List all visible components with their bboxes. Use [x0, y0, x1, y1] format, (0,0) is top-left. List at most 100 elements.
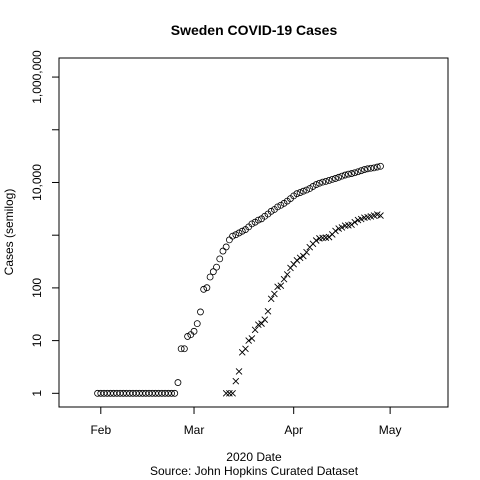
data-point-cross [271, 290, 278, 298]
data-point-circle [248, 220, 256, 228]
data-point-circle [190, 327, 198, 335]
data-point-circle [100, 389, 108, 397]
y-tick-label: 10,000 [30, 164, 44, 201]
data-point-circle [361, 166, 368, 173]
data-point-cross [222, 389, 230, 397]
data-point-circle [319, 178, 327, 186]
data-point-circle [164, 389, 172, 397]
data-point-circle [309, 183, 317, 190]
data-point-circle [316, 179, 323, 187]
data-point-cross [267, 295, 275, 303]
data-point-circle [373, 163, 381, 171]
data-point-circle [97, 389, 105, 397]
data-point-cross [229, 389, 236, 397]
data-point-circle [222, 243, 230, 251]
data-point-circle [296, 189, 304, 196]
data-point-cross [232, 377, 240, 385]
data-point-circle [267, 207, 275, 215]
data-point-circle [135, 389, 143, 397]
data-point-circle [348, 170, 355, 177]
data-point-cross [283, 271, 291, 278]
data-point-circle [107, 389, 114, 397]
data-point-circle [197, 308, 204, 316]
data-point-cross [264, 307, 272, 315]
y-axis: 1 10 100 10,000 1,000,000 [30, 50, 59, 397]
x-axis: Feb Mar Apr May [90, 407, 401, 437]
data-point-circle [119, 389, 127, 397]
data-point-circle [200, 285, 208, 293]
x-tick-label: May [379, 423, 402, 437]
data-point-circle [184, 333, 191, 340]
data-point-circle [142, 389, 150, 397]
data-point-circle [103, 389, 111, 397]
data-point-cross [277, 282, 285, 290]
data-point-circle [174, 379, 182, 386]
data-point-circle [332, 175, 339, 182]
data-point-circle [341, 171, 349, 179]
data-point-circle [238, 227, 246, 235]
data-point-circle [299, 187, 307, 195]
chart-title: Sweden COVID-19 Cases [171, 22, 338, 38]
data-point-cross [245, 337, 252, 344]
data-point-cross [242, 345, 249, 353]
data-point-circle [219, 247, 227, 255]
data-point-circle [357, 167, 365, 175]
data-point-circle [232, 231, 240, 239]
y-axis-label: Cases (semilog) [2, 189, 16, 276]
x-axis-source-label: Source: John Hopkins Curated Dataset [150, 464, 359, 478]
data-point-cross [338, 224, 346, 231]
data-point-circle [377, 162, 384, 170]
data-point-circle [171, 389, 179, 397]
data-point-circle [110, 389, 118, 397]
data-point-circle [367, 164, 375, 172]
y-tick-label: 1 [30, 390, 44, 397]
data-point-circle [235, 229, 243, 237]
data-point-circle [209, 268, 217, 276]
data-point-circle [132, 389, 140, 397]
data-point-circle [338, 172, 346, 180]
data-point-circle [213, 263, 220, 271]
data-point-circle [322, 178, 330, 185]
data-point-circle [177, 345, 185, 353]
data-points [94, 162, 384, 397]
data-point-circle [145, 389, 153, 397]
data-point-cross [226, 389, 233, 397]
data-point-cross [332, 227, 339, 235]
data-point-cross [319, 234, 326, 242]
data-point-circle [370, 164, 378, 172]
y-tick-label: 10 [30, 334, 44, 348]
data-point-cross [312, 237, 320, 244]
data-point-circle [193, 320, 201, 328]
data-point-circle [155, 389, 163, 397]
data-point-cross [351, 218, 359, 226]
data-point-circle [328, 175, 336, 183]
x-tick-label: Apr [284, 423, 303, 437]
data-point-cross [357, 215, 365, 223]
x-tick-label: Mar [184, 423, 205, 437]
data-point-circle [180, 345, 188, 353]
data-point-circle [229, 232, 237, 240]
data-point-circle [123, 389, 130, 397]
data-point-circle [335, 173, 343, 181]
x-tick-label: Feb [90, 423, 111, 437]
x-axis-label: 2020 Date [226, 450, 282, 464]
data-point-cross [348, 221, 355, 229]
data-point-circle [129, 389, 137, 397]
data-point-circle [161, 389, 169, 397]
data-point-circle [148, 389, 156, 397]
data-point-circle [94, 389, 101, 397]
data-point-circle [303, 186, 310, 194]
data-point-cross [248, 335, 256, 342]
data-point-circle [152, 389, 159, 397]
data-point-circle [254, 216, 262, 224]
data-point-circle [158, 389, 166, 397]
data-point-circle [325, 177, 333, 184]
data-point-circle [113, 389, 121, 397]
data-point-circle [126, 389, 134, 397]
data-point-circle [351, 169, 359, 177]
data-point-cross [296, 254, 304, 262]
data-point-cross [235, 368, 243, 375]
data-point-cross [303, 248, 310, 256]
data-point-circle [116, 389, 124, 397]
